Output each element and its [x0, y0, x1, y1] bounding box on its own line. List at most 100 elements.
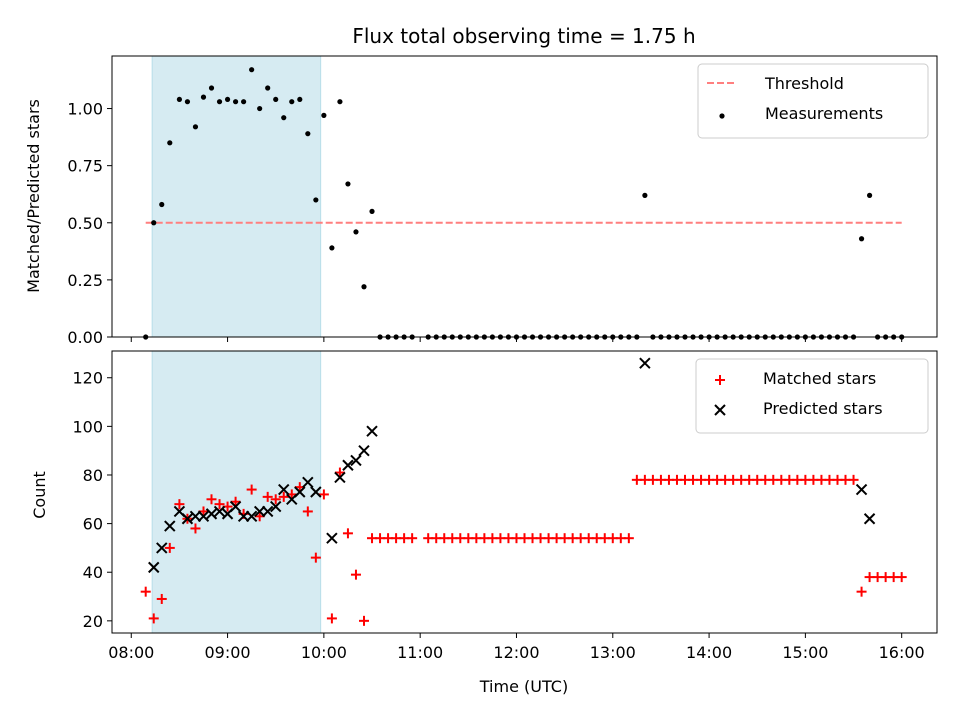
data-point — [313, 197, 319, 203]
legend: Threshold Measurements — [697, 63, 929, 139]
x-b — [197, 510, 210, 523]
x-b — [164, 520, 176, 532]
x-b — [205, 508, 218, 520]
data-point-matched — [270, 494, 281, 505]
panel-top: Flux total observing time = 1.75 h Match… — [24, 24, 938, 347]
data-point-matched — [262, 491, 273, 502]
x-tick-label: 16:00 — [879, 643, 925, 662]
data-point-predicted — [326, 532, 338, 544]
data-point — [353, 229, 359, 235]
data-point — [241, 99, 247, 105]
data-point — [858, 236, 865, 242]
data-point-predicted — [197, 510, 210, 523]
x-tick-label: 11:00 — [397, 643, 443, 662]
legend-marker-measurements — [719, 113, 725, 119]
data-point-matched — [230, 496, 241, 507]
data-point — [642, 192, 648, 198]
data-point — [361, 284, 367, 290]
x-b — [261, 505, 274, 518]
data-point — [297, 96, 303, 103]
x-b — [342, 459, 354, 471]
x-b — [181, 513, 194, 525]
x-b — [229, 500, 242, 513]
x-b — [270, 500, 282, 513]
x-b — [278, 483, 290, 496]
x-b — [148, 561, 160, 574]
data-point — [224, 96, 231, 103]
x-b — [245, 510, 258, 523]
data-point — [176, 96, 183, 103]
data-point-predicted — [270, 500, 282, 513]
y-tick-label: 40 — [83, 563, 103, 582]
y-axis-label-top: Matched/Predicted stars — [24, 99, 43, 293]
x-tick-label: 08:00 — [108, 643, 154, 662]
data-point-matched — [856, 586, 867, 597]
legend-label: Measurements — [765, 104, 883, 123]
data-point-predicted — [278, 483, 290, 496]
x-b — [358, 444, 370, 457]
data-point-predicted — [334, 471, 346, 484]
data-point — [265, 85, 271, 91]
data-point-matched — [334, 467, 345, 478]
data-point-predicted — [181, 513, 194, 525]
chart-title: Flux total observing time = 1.75 h — [352, 24, 695, 48]
data-point — [192, 124, 199, 130]
data-point — [281, 115, 287, 121]
data-point-predicted — [213, 505, 226, 518]
data-point — [151, 220, 157, 226]
data-point-predicted — [863, 513, 876, 525]
data-point-matched — [148, 613, 159, 624]
data-point-predicted — [310, 486, 322, 498]
x-b — [855, 483, 868, 496]
data-point — [337, 99, 343, 105]
x-b — [334, 471, 346, 484]
x-axis-label: Time (UTC) — [479, 677, 568, 696]
y-tick-label: 0.50 — [67, 214, 103, 233]
x-b — [156, 542, 168, 554]
data-point-matched — [164, 542, 175, 553]
x-tick-label: 12:00 — [493, 643, 539, 662]
x-b — [863, 513, 876, 525]
data-point-matched — [214, 499, 225, 510]
x-b — [350, 454, 362, 467]
data-point-predicted — [245, 510, 258, 523]
data-point-predicted — [855, 483, 868, 496]
x-b — [366, 425, 378, 437]
data-point-matched — [278, 491, 289, 502]
data-point-predicted — [294, 486, 306, 498]
data-point — [305, 131, 311, 137]
data-point-matched — [310, 552, 321, 563]
x-tick-label: 13:00 — [590, 643, 636, 662]
data-point-predicted — [229, 500, 242, 513]
legend-box — [697, 63, 929, 139]
plot-frame — [111, 350, 938, 634]
data-point-matched — [246, 484, 257, 495]
data-point-predicted — [358, 444, 370, 457]
data-point — [273, 96, 279, 103]
data-point — [216, 99, 223, 105]
y-tick-label: 0.00 — [67, 328, 103, 347]
legend-label: Threshold — [764, 74, 844, 93]
data-point-predicted — [261, 505, 274, 518]
data-point — [369, 208, 375, 214]
plot-frame — [111, 55, 938, 338]
legend: Matched stars Predicted stars — [695, 358, 929, 434]
x-b — [213, 505, 226, 518]
x-tick-label: 14:00 — [686, 643, 732, 662]
panel-bottom: Count Time (UTC) 20 40 60 80 100 120 08:00 09:0… — [30, 350, 938, 696]
x-tick-label: 09:00 — [205, 643, 251, 662]
data-point-predicted — [156, 542, 168, 554]
data-point-predicted — [164, 520, 176, 532]
data-point — [329, 245, 335, 251]
shaded-observing-span — [151, 350, 322, 634]
data-point-predicted — [342, 459, 354, 471]
data-point-matched — [190, 523, 201, 534]
y-tick-label: 80 — [83, 466, 103, 485]
data-point — [167, 140, 173, 146]
data-point — [257, 105, 263, 112]
data-point-matched — [342, 528, 353, 539]
legend-label: Predicted stars — [763, 399, 883, 418]
x-tick-label: 10:00 — [301, 643, 347, 662]
x-b — [173, 505, 186, 518]
y-tick-label: 1.00 — [67, 100, 103, 119]
